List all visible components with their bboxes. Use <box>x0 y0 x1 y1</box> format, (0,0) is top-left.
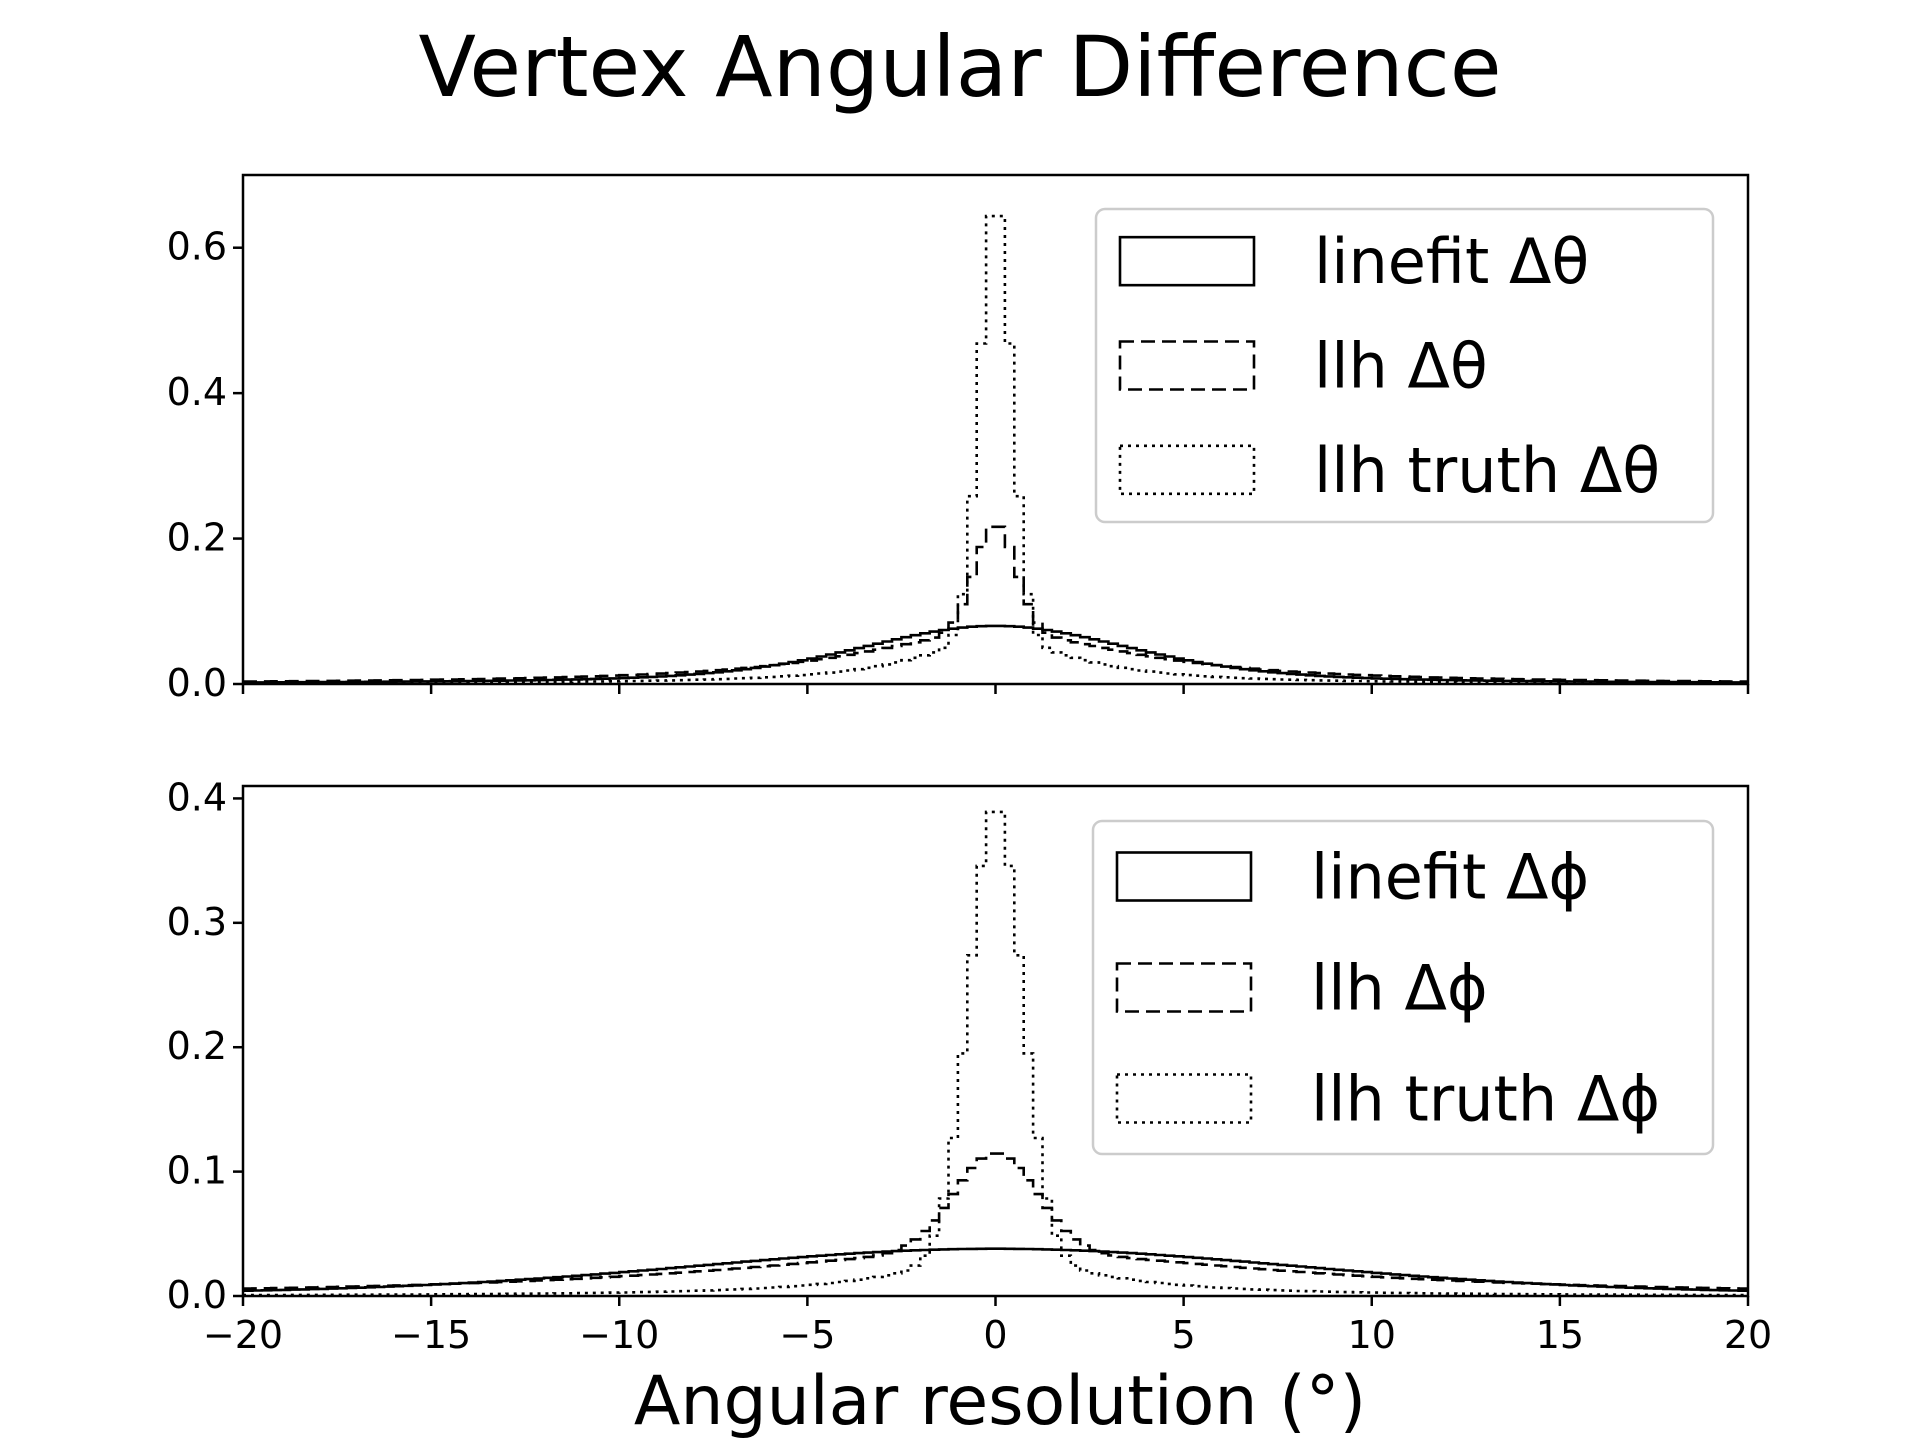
y-tick-label: 0.0 <box>167 1273 227 1317</box>
legend-box <box>1094 207 1715 524</box>
figure-title: Vertex Angular Difference <box>418 18 1501 116</box>
x-tick-label: −15 <box>391 1313 471 1357</box>
y-tick-label: 0.2 <box>167 516 227 560</box>
legend: linefit Δθ llh Δθ llh truth Δθ <box>1094 207 1715 524</box>
legend-swatch <box>1118 444 1256 496</box>
x-tick-label: 5 <box>1172 1313 1196 1357</box>
legend-label: llh truth Δϕ <box>1311 1063 1660 1136</box>
x-tick-label: −20 <box>203 1313 283 1357</box>
legend-label: llh truth Δθ <box>1314 434 1660 507</box>
series-dashed-2 <box>243 1152 1748 1290</box>
legend-label: llh Δθ <box>1314 330 1488 403</box>
x-tick-label: 15 <box>1536 1313 1584 1357</box>
series-dotted-2 <box>243 810 1748 1297</box>
series-solid-1 <box>243 624 1748 684</box>
x-tick-label: 20 <box>1724 1313 1772 1357</box>
legend-swatch <box>1115 1073 1253 1124</box>
legend-swatch <box>1115 962 1253 1013</box>
y-tick-label: 0.4 <box>167 775 227 819</box>
x-tick-label: 0 <box>983 1313 1007 1357</box>
y-tick-label: 0.0 <box>167 661 227 705</box>
x-tick-label: 10 <box>1348 1313 1396 1357</box>
legend-swatch <box>1118 235 1256 287</box>
x-axis-label: Angular resolution (°) <box>634 1362 1366 1440</box>
legend: linefit Δϕ llh Δϕ llh truth Δϕ <box>1091 819 1715 1156</box>
chart-panel-2: 0.0 0.1 0.2 0.3 0.4 −20 −15 −10 −5 0 5 10 15 20 linefi… <box>167 775 1773 1357</box>
chart-panel-1: 0.0 0.2 0.4 0.6 linefit Δθ llh Δθ llh truth Δθ <box>167 173 1750 705</box>
x-tick-label: −5 <box>779 1313 835 1357</box>
legend-box <box>1091 819 1715 1156</box>
legend-label: linefit Δθ <box>1314 225 1589 298</box>
legend-swatch <box>1118 340 1256 391</box>
y-tick-label: 0.4 <box>167 370 227 414</box>
y-tick-label: 0.3 <box>167 900 227 944</box>
legend-label: llh Δϕ <box>1311 952 1488 1025</box>
legend-swatch <box>1115 851 1253 902</box>
y-tick-label: 0.1 <box>167 1149 227 1193</box>
chart-panels: 0.0 0.2 0.4 0.6 linefit Δθ llh Δθ llh truth Δθ… <box>167 173 1773 1357</box>
x-tick-label: −10 <box>579 1313 659 1357</box>
series-dashed-1 <box>243 525 1748 683</box>
y-tick-label: 0.2 <box>167 1024 227 1068</box>
legend-label: linefit Δϕ <box>1311 841 1589 914</box>
y-tick-label: 0.6 <box>167 225 227 269</box>
